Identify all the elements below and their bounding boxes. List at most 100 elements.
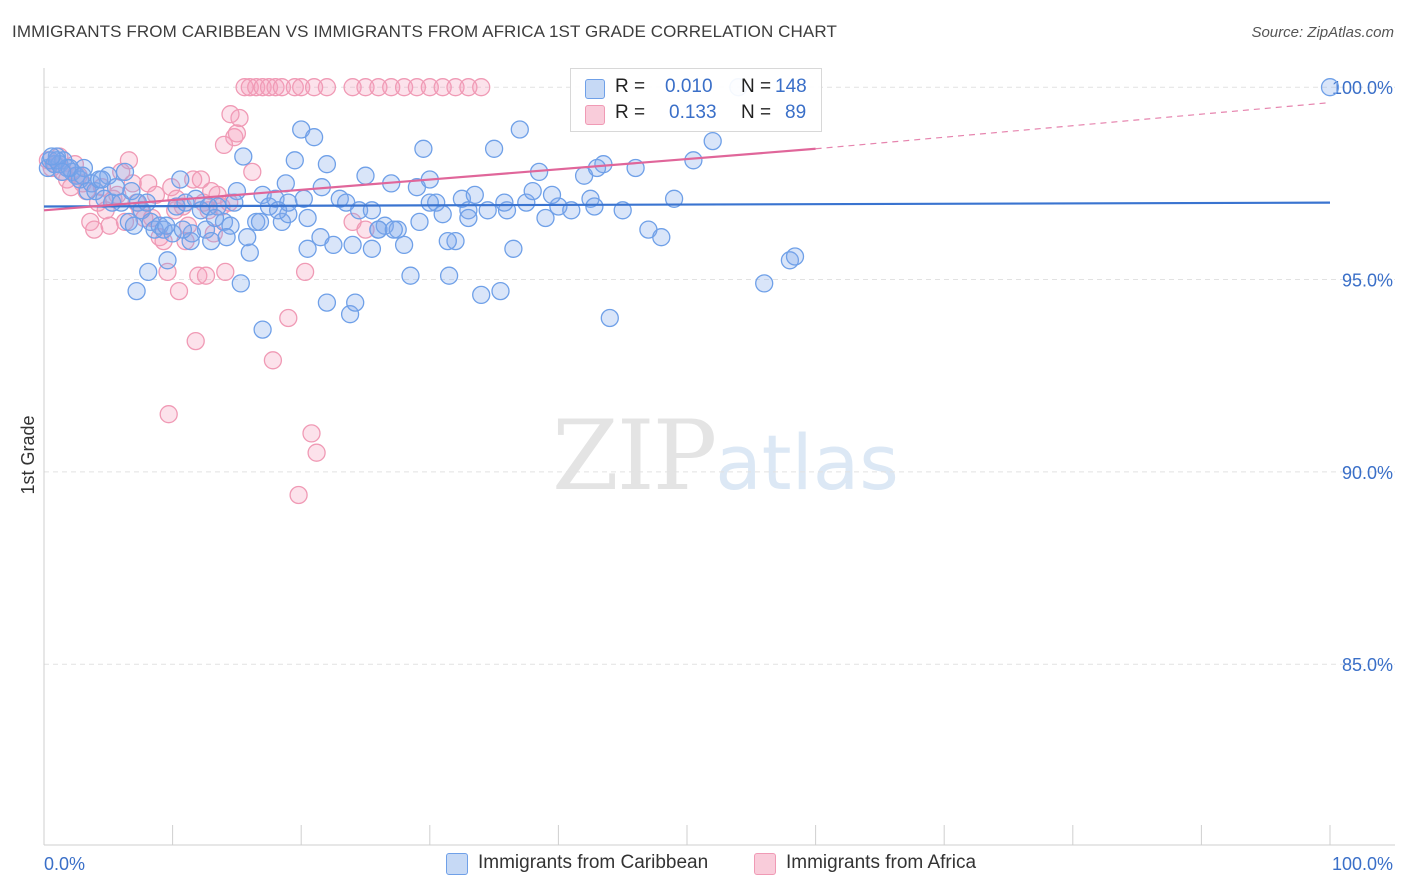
point-africa (100, 216, 119, 235)
point-caribbean (600, 308, 619, 328)
point-caribbean (276, 174, 295, 193)
point-africa (243, 162, 262, 182)
point-caribbean (158, 251, 177, 270)
point-caribbean (317, 155, 337, 174)
point-caribbean (124, 216, 144, 235)
point-africa (119, 151, 139, 170)
point-caribbean (684, 151, 703, 170)
watermark-zip: ZIP (552, 400, 717, 512)
point-africa (240, 78, 259, 97)
point-caribbean (343, 235, 362, 255)
point-africa (394, 78, 414, 97)
legend-swatch-caribbean (585, 79, 605, 99)
point-caribbean (472, 285, 491, 305)
point-caribbean (1320, 78, 1340, 97)
point-africa (317, 78, 337, 97)
y-tick-label: 90.0% (1342, 463, 1393, 483)
point-caribbean (491, 281, 510, 301)
point-africa (115, 212, 135, 232)
point-caribbean (362, 201, 382, 220)
point-africa (369, 78, 388, 97)
point-africa (85, 220, 104, 239)
point-caribbean (205, 208, 225, 228)
point-caribbean (652, 228, 671, 247)
point-caribbean (664, 189, 684, 208)
point-caribbean (504, 239, 523, 258)
point-africa (202, 181, 221, 201)
point-africa (186, 331, 205, 351)
point-caribbean (317, 293, 337, 312)
point-caribbean (785, 247, 805, 266)
point-africa (420, 78, 439, 97)
point-africa (304, 78, 324, 97)
y-tick-label: 95.0% (1342, 271, 1393, 291)
watermark: ZIPatlas (552, 400, 899, 512)
n-label: N = (741, 76, 772, 97)
point-africa (307, 443, 326, 462)
point-africa (247, 78, 266, 97)
point-caribbean (127, 281, 146, 301)
y-axis-label: 1st Grade (18, 415, 38, 494)
point-caribbean (388, 220, 407, 239)
r-value-caribbean: 0.010 (665, 76, 713, 97)
point-africa (472, 78, 491, 97)
point-caribbean (139, 262, 158, 282)
point-africa (407, 78, 427, 97)
y-tick-label: 85.0% (1342, 655, 1393, 675)
point-caribbean (562, 201, 581, 220)
point-africa (292, 78, 311, 97)
point-africa (189, 266, 208, 285)
r-label: R = (615, 102, 646, 123)
point-caribbean (420, 193, 439, 212)
point-caribbean (427, 193, 446, 212)
chart-title: IMMIGRANTS FROM CARIBBEAN VS IMMIGRANTS … (12, 22, 837, 41)
point-africa (196, 266, 216, 285)
point-caribbean (438, 231, 457, 251)
point-africa (356, 78, 375, 97)
legend-label-africa: Immigrants from Africa (786, 852, 977, 873)
point-caribbean (369, 220, 388, 239)
point-africa (259, 78, 279, 97)
point-caribbean (459, 208, 478, 228)
point-africa (227, 124, 247, 143)
x-tick-label: 100.0% (1332, 854, 1393, 874)
point-africa (446, 78, 465, 97)
point-caribbean (324, 235, 343, 255)
point-caribbean (231, 274, 250, 293)
n-label: N = (741, 102, 772, 123)
legend-swatch-africa (754, 853, 776, 875)
point-caribbean (536, 208, 555, 228)
point-caribbean (613, 201, 632, 220)
point-caribbean (238, 228, 257, 247)
point-africa (184, 170, 203, 189)
point-caribbean (298, 208, 317, 228)
legend-label-caribbean: Immigrants from Caribbean (478, 852, 709, 873)
point-africa (253, 78, 272, 97)
point-caribbean (221, 216, 240, 235)
point-caribbean (122, 181, 141, 201)
point-africa (263, 351, 283, 370)
point-caribbean (115, 162, 135, 182)
point-caribbean (182, 224, 202, 243)
point-africa (302, 424, 321, 443)
legend-swatch-africa (585, 105, 605, 125)
point-caribbean (74, 158, 94, 178)
point-caribbean (410, 212, 429, 232)
point-africa (214, 135, 234, 155)
point-caribbean (217, 228, 236, 247)
point-caribbean (484, 139, 504, 158)
point-caribbean (356, 166, 375, 185)
point-africa (289, 485, 308, 505)
point-africa (216, 262, 235, 282)
point-caribbean (542, 185, 562, 205)
point-caribbean (585, 197, 604, 216)
point-caribbean (414, 139, 433, 158)
point-caribbean (42, 147, 61, 166)
point-caribbean (523, 181, 542, 201)
r-label: R = (615, 76, 646, 97)
point-caribbean (755, 274, 774, 293)
point-africa (169, 281, 189, 301)
point-caribbean (298, 239, 317, 258)
point-caribbean (362, 239, 382, 258)
trendline-caribbean (43, 201, 1331, 208)
